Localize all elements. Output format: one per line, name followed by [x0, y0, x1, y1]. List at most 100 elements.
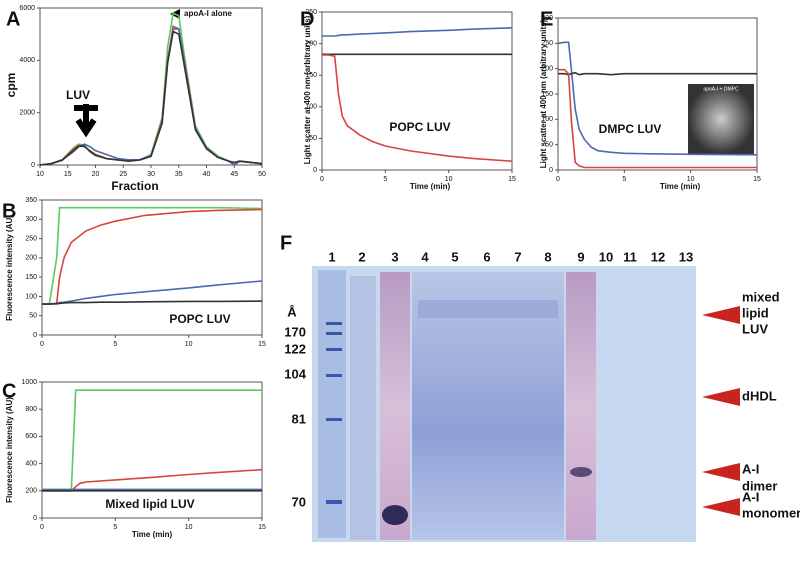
- inset-label: apoA-I + DMPC: [703, 86, 739, 92]
- y-tick-label: 100: [305, 104, 317, 111]
- y-tick-label: 0: [33, 515, 37, 522]
- gel-arrows: [702, 306, 740, 516]
- band-label: dHDL: [742, 388, 777, 403]
- marker-label: 122: [284, 341, 306, 356]
- y-tick-label: 150: [25, 274, 37, 281]
- x-tick-label: 10: [445, 176, 453, 183]
- lane-number: 4: [421, 249, 429, 264]
- y-tick-label: 200: [25, 488, 37, 495]
- y-tick-label: 200: [541, 66, 553, 73]
- panel-letter: F: [280, 232, 292, 254]
- panel-letter: E: [540, 8, 553, 30]
- x-tick-label: 30: [147, 171, 155, 178]
- y-tick-label: 0: [313, 167, 317, 174]
- panel-letter: B: [2, 200, 16, 222]
- y-tick-label: 0: [33, 332, 37, 339]
- band-label: mixed: [742, 289, 780, 304]
- x-tick-label: 5: [383, 176, 387, 183]
- lane-number: 2: [358, 249, 365, 264]
- panel-letter: C: [2, 380, 16, 402]
- x-tick-label: 0: [320, 176, 324, 183]
- panel-letter: D: [300, 8, 314, 30]
- lane-number: 12: [651, 249, 665, 264]
- marker-label: 81: [292, 411, 306, 426]
- lane-number: 13: [679, 249, 693, 264]
- y-tick-label: 400: [25, 460, 37, 467]
- data-line: [322, 54, 513, 162]
- marker-label: 104: [284, 366, 306, 381]
- annotation: LUV: [66, 88, 90, 102]
- y-tick-label: 50: [29, 313, 37, 320]
- x-tick-label: 10: [185, 524, 193, 531]
- y-tick-label: 2000: [19, 110, 35, 117]
- y-tick-label: 50: [545, 142, 553, 149]
- y-tick-label: 800: [25, 406, 37, 413]
- y-axis-label: cpm: [4, 73, 18, 98]
- lane-number: 9: [577, 249, 584, 264]
- luv-arrow: [74, 104, 98, 138]
- y-tick-label: 300: [541, 15, 553, 22]
- x-tick-label: 5: [622, 176, 626, 183]
- x-tick-label: 5: [113, 524, 117, 531]
- x-tick-label: 40: [203, 171, 211, 178]
- band-label: A-I: [742, 461, 759, 476]
- plot-frame: [321, 11, 513, 171]
- y-tick-label: 6000: [19, 5, 35, 12]
- y-tick-label: 100: [541, 116, 553, 123]
- y-tick-label: 100: [25, 293, 37, 300]
- x-tick-label: 10: [185, 341, 193, 348]
- annotation: Mixed lipid LUV: [105, 497, 194, 511]
- x-tick-label: 10: [687, 176, 695, 183]
- data-line: [557, 41, 758, 156]
- y-tick-label: 150: [541, 91, 553, 98]
- x-tick-label: 15: [258, 524, 266, 531]
- x-tick-label: 15: [508, 176, 516, 183]
- y-tick-label: 150: [305, 72, 317, 79]
- data-line: [39, 30, 263, 166]
- x-tick-label: 20: [92, 171, 100, 178]
- y-tick-label: 4000: [19, 57, 35, 64]
- lane-number: 8: [544, 249, 551, 264]
- data-line: [322, 27, 513, 37]
- x-tick-label: 0: [556, 176, 560, 183]
- x-tick-label: 45: [230, 171, 238, 178]
- lane-number: 11: [623, 249, 637, 264]
- y-tick-label: 0: [31, 162, 35, 169]
- y-tick-label: 0: [549, 167, 553, 174]
- y-tick-label: 250: [305, 9, 317, 16]
- lane-number: 6: [483, 249, 490, 264]
- x-tick-label: 25: [119, 171, 127, 178]
- panel-letter: A: [6, 8, 20, 30]
- y-tick-label: 1000: [21, 379, 37, 386]
- marker-label: 170: [284, 324, 306, 339]
- y-tick-label: 200: [305, 40, 317, 47]
- band-label: lipid: [742, 305, 769, 320]
- x-tick-label: 15: [753, 176, 761, 183]
- y-tick-label: 300: [25, 216, 37, 223]
- data-line: [42, 468, 263, 492]
- x-tick-label: 15: [64, 171, 72, 178]
- x-tick-label: 15: [258, 341, 266, 348]
- data-line: [42, 389, 262, 492]
- lane-number: 10: [599, 249, 613, 264]
- y-tick-label: 600: [25, 433, 37, 440]
- inset-image: [688, 84, 754, 154]
- y-axis-label: Fluorescence intensity (AU): [5, 397, 14, 503]
- x-axis-label: Fraction: [111, 179, 158, 193]
- x-axis-label: Time (min): [132, 530, 173, 539]
- y-tick-label: 50: [309, 135, 317, 142]
- x-axis-label: Time (min): [660, 182, 701, 191]
- y-tick-label: 350: [25, 197, 37, 204]
- annotation: apoA-I alone: [184, 9, 233, 18]
- data-line: [558, 71, 757, 76]
- marker-label: 70: [292, 494, 306, 509]
- band-label: A-I: [742, 489, 759, 504]
- plot-frame: [41, 381, 263, 519]
- x-tick-label: 0: [40, 341, 44, 348]
- band-label: monomer: [742, 505, 800, 520]
- x-tick-label: 50: [258, 171, 266, 178]
- x-axis-label: Time (min): [410, 182, 451, 191]
- plot-frame: [39, 7, 263, 166]
- lane-number: 7: [514, 249, 521, 264]
